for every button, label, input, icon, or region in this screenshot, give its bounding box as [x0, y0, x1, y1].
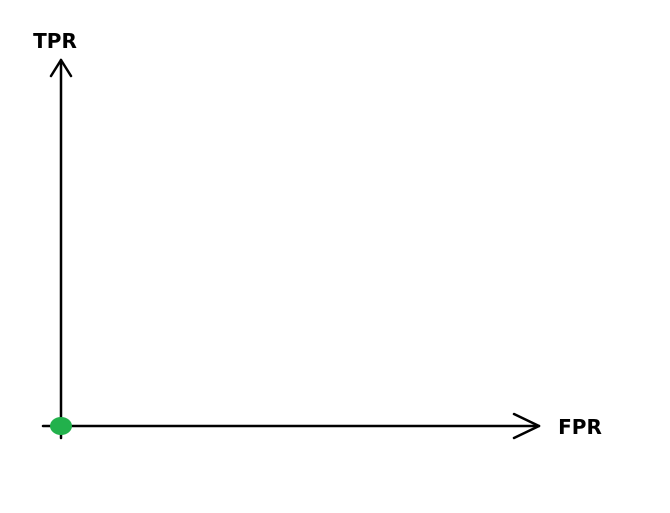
data-points — [50, 417, 72, 435]
x-axis-label: FPR — [558, 415, 602, 439]
x-axis-arrowhead — [512, 412, 541, 440]
y-axis-arrowhead — [49, 58, 73, 78]
y-axis-label: TPR — [33, 29, 77, 53]
data-point — [50, 417, 72, 435]
